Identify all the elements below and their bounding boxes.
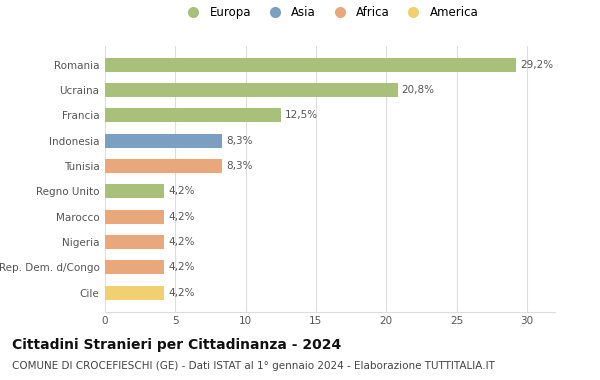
Legend: Europa, Asia, Africa, America: Europa, Asia, Africa, America [179, 4, 481, 21]
Text: Cittadini Stranieri per Cittadinanza - 2024: Cittadini Stranieri per Cittadinanza - 2… [12, 338, 341, 352]
Bar [105, 235, 164, 249]
Text: COMUNE DI CROCEFIESCHI (GE) - Dati ISTAT al 1° gennaio 2024 - Elaborazione TUTTI: COMUNE DI CROCEFIESCHI (GE) - Dati ISTAT… [12, 361, 495, 371]
Text: 29,2%: 29,2% [520, 60, 553, 70]
Bar [105, 83, 398, 97]
Bar [105, 210, 164, 223]
Bar [105, 260, 164, 274]
Text: 4,2%: 4,2% [168, 262, 195, 272]
Bar [105, 58, 515, 71]
Text: 20,8%: 20,8% [402, 85, 435, 95]
Text: 4,2%: 4,2% [168, 212, 195, 222]
Text: 4,2%: 4,2% [168, 186, 195, 196]
Bar [105, 134, 222, 147]
Bar [105, 108, 281, 122]
Text: 12,5%: 12,5% [285, 110, 318, 120]
Text: 4,2%: 4,2% [168, 237, 195, 247]
Bar [105, 184, 164, 198]
Bar [105, 286, 164, 299]
Bar [105, 159, 222, 173]
Text: 4,2%: 4,2% [168, 288, 195, 298]
Text: 8,3%: 8,3% [226, 161, 253, 171]
Text: 8,3%: 8,3% [226, 136, 253, 146]
